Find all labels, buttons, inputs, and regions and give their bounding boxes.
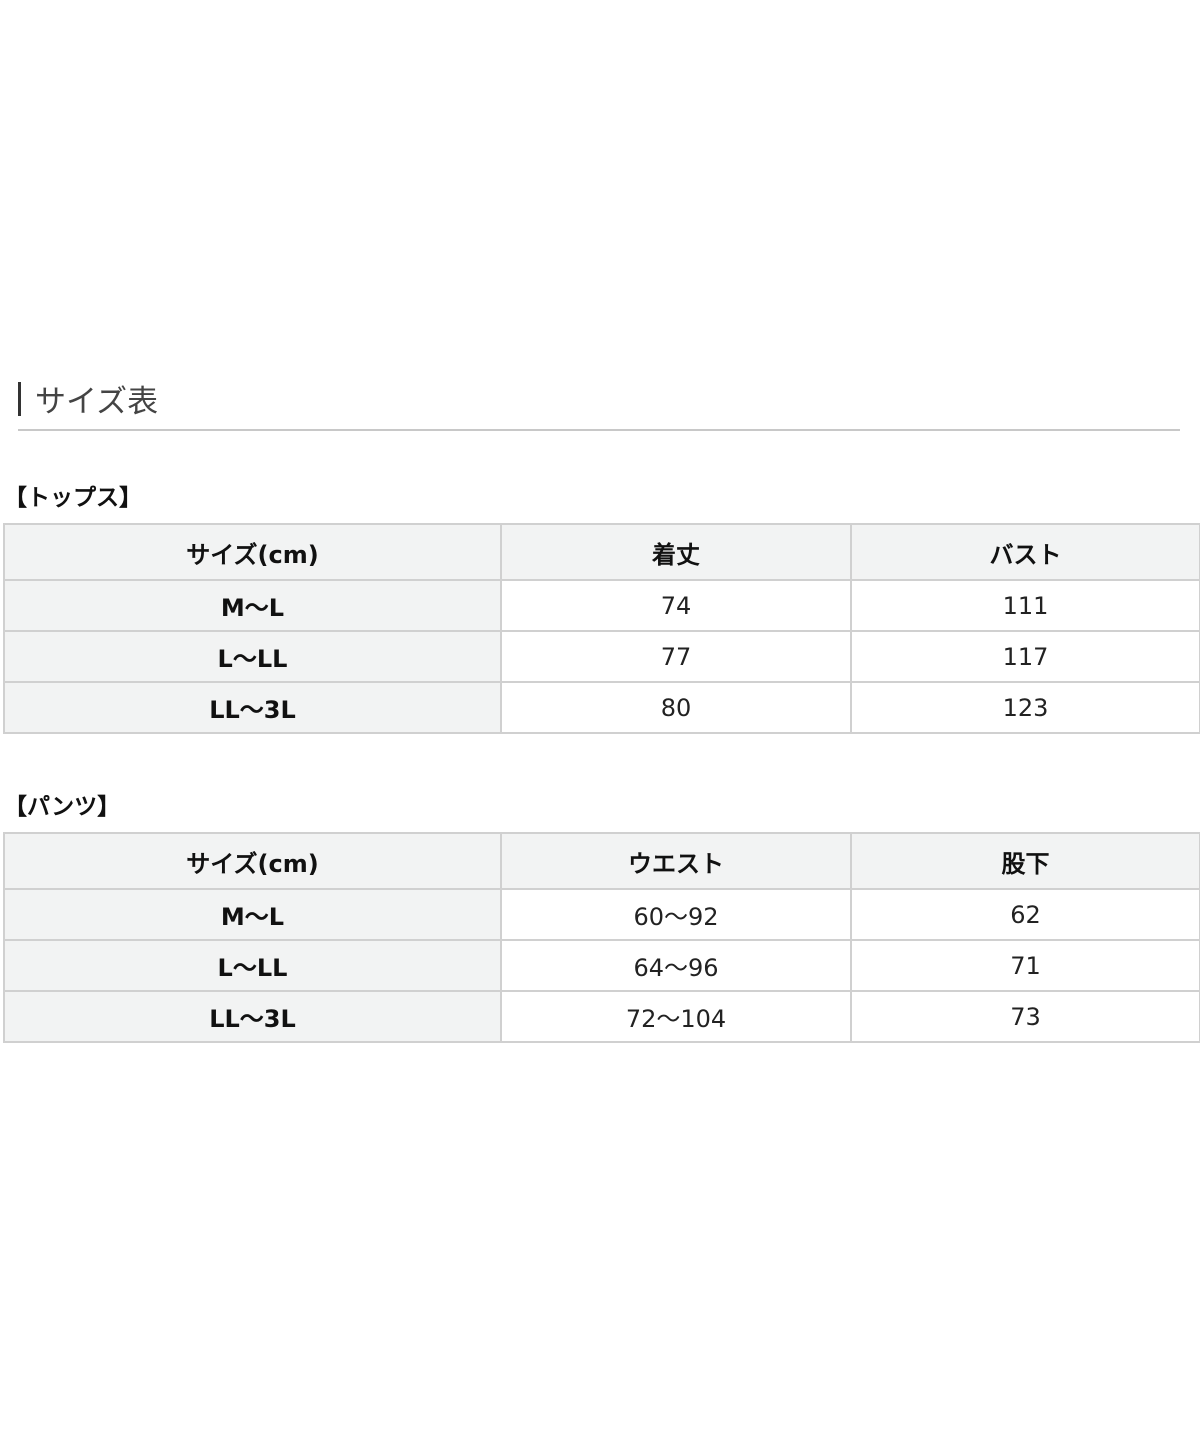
title-accent-bar	[18, 381, 21, 416]
table-row: LL～3L 72～104 73	[3, 990, 1200, 1043]
table-row: M～L 74 111	[3, 579, 1200, 632]
size-cell: LL～3L	[3, 990, 502, 1043]
title-divider	[18, 429, 1180, 431]
size-cell: LL～3L	[3, 681, 502, 734]
tops-label: 【トップス】	[4, 485, 142, 511]
header-size: サイズ(cm)	[3, 523, 502, 581]
header-size: サイズ(cm)	[3, 832, 502, 890]
page-title: サイズ表	[18, 376, 158, 421]
header-length: 着丈	[500, 523, 852, 581]
pants-size-table: サイズ(cm) ウエスト 股下 M～L 60～92 62 L～LL 64～96 …	[3, 832, 1200, 1043]
value-cell: 62	[850, 888, 1200, 941]
value-cell: 111	[850, 579, 1200, 632]
table-header-row: サイズ(cm) 着丈 バスト	[3, 523, 1200, 581]
table-row: L～LL 64～96 71	[3, 939, 1200, 992]
value-cell: 117	[850, 630, 1200, 683]
size-cell: M～L	[3, 888, 502, 941]
table-row: L～LL 77 117	[3, 630, 1200, 683]
value-cell: 60～92	[500, 888, 852, 941]
value-cell: 77	[500, 630, 852, 683]
header-inseam: 股下	[850, 832, 1200, 890]
size-cell: L～LL	[3, 939, 502, 992]
value-cell: 123	[850, 681, 1200, 734]
table-row: LL～3L 80 123	[3, 681, 1200, 734]
header-waist: ウエスト	[500, 832, 852, 890]
tops-size-table: サイズ(cm) 着丈 バスト M～L 74 111 L～LL 77 117 LL…	[3, 523, 1200, 734]
title-text: サイズ表	[35, 384, 159, 420]
size-cell: L～LL	[3, 630, 502, 683]
pants-label: 【パンツ】	[4, 794, 121, 820]
value-cell: 72～104	[500, 990, 852, 1043]
table-row: M～L 60～92 62	[3, 888, 1200, 941]
value-cell: 64～96	[500, 939, 852, 992]
size-cell: M～L	[3, 579, 502, 632]
header-bust: バスト	[850, 523, 1200, 581]
table-header-row: サイズ(cm) ウエスト 股下	[3, 832, 1200, 890]
value-cell: 73	[850, 990, 1200, 1043]
value-cell: 71	[850, 939, 1200, 992]
value-cell: 74	[500, 579, 852, 632]
value-cell: 80	[500, 681, 852, 734]
